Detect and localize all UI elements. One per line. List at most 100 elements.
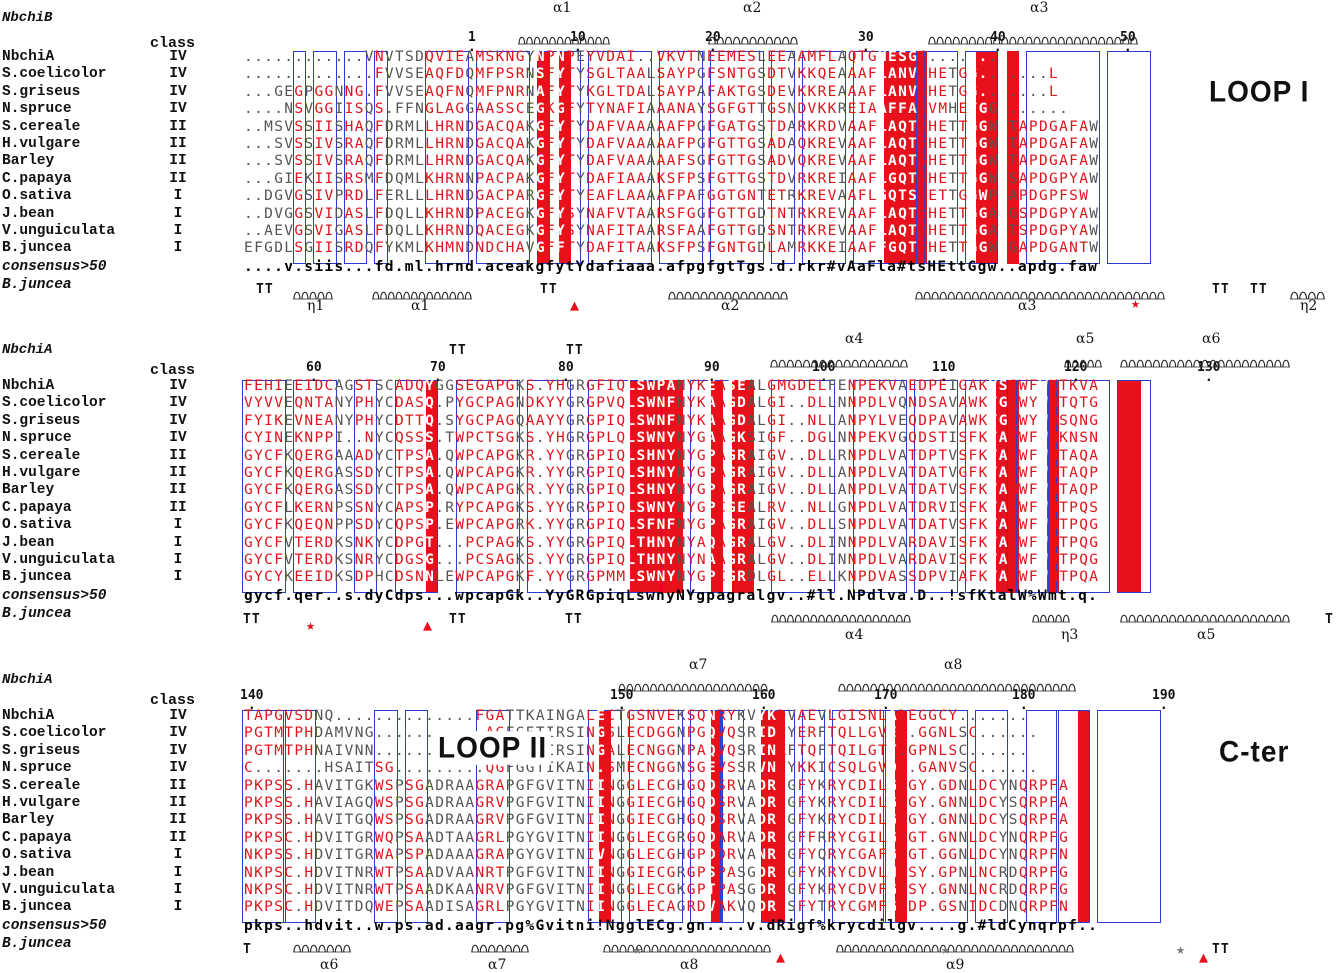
position-number: 180 — [1012, 688, 1035, 703]
sequence-row: GYCFKQERGASSDYCTPSA.QWPCAPGKR.YYGRGPIQLS… — [244, 465, 1100, 481]
sequence-row: ...SVSSIVSRAQFDRMLLHRNDGACQAKGFYTYDAFVAA… — [244, 153, 1100, 170]
similarity-box — [292, 51, 307, 264]
helix-top-label: α7 — [689, 657, 708, 673]
species-name: S.cereale — [2, 118, 81, 135]
species-name: NbchiA — [2, 49, 55, 65]
identity-column — [914, 51, 928, 264]
class-label: IV — [169, 412, 187, 429]
class-label: I — [173, 864, 183, 881]
turn-label: TT — [449, 612, 467, 627]
sequence-row: PGTMTPHDAMVNG...........AGFGETIRSINGSLEC… — [244, 725, 1039, 742]
species-name: S.coelicolor — [2, 395, 107, 412]
species-name: V.unguiculata — [2, 882, 116, 898]
sequence-row: VYVVEQNTANYPHYCDASQ.PYGCPAGNDKYYGRGPVQLS… — [244, 395, 1100, 412]
helix-bottom-label: η1 — [307, 298, 325, 314]
similarity-box — [832, 710, 887, 923]
similarity-box — [710, 51, 765, 264]
class-label: I — [173, 223, 183, 239]
sequence-row: GYCFKQERGAAADYCTPSA.QWPCAPGKR.YYGRGPIQLS… — [244, 447, 1100, 464]
species-name: S.coelicolor — [2, 725, 107, 742]
helix-top — [838, 682, 1076, 692]
species-name: S.cereale — [2, 777, 81, 794]
similarity-box — [343, 51, 368, 264]
helix-top-label: α4 — [845, 331, 864, 347]
sequence-row: PGTMTPHNAIVNN...........AGFGETIRSINGALEC… — [244, 742, 1029, 759]
species-name: S.cereale — [2, 447, 81, 464]
identity-column — [640, 380, 653, 593]
class-label: I — [173, 205, 183, 222]
species-name: S.griseus — [2, 83, 81, 100]
similarity-box — [242, 710, 286, 923]
sequence-row: GYCFKQERGASSDYCTPSA.QWPCAPGKR.YYGRGPIQLS… — [244, 482, 1100, 499]
similarity-box — [924, 51, 958, 264]
identity-column — [711, 380, 724, 593]
class-label: II — [169, 118, 187, 135]
star-marker: ★ — [941, 940, 951, 958]
identity-column — [1006, 51, 1019, 264]
helix-bottom — [771, 613, 911, 623]
turn-label: TT — [449, 343, 467, 358]
helix-bottom-label: α1 — [411, 298, 430, 314]
species-name: C.papaya — [2, 499, 72, 516]
class-label: II — [169, 465, 187, 481]
position-number: 110 — [932, 360, 955, 375]
identity-column — [894, 710, 907, 923]
species-name: O.sativa — [2, 188, 72, 205]
class-header: class — [150, 362, 196, 379]
helix-bottom — [293, 943, 351, 953]
similarity-box — [1025, 710, 1060, 923]
similarity-box — [1015, 380, 1050, 593]
turn-label: TT — [243, 612, 261, 627]
similarity-box — [771, 51, 795, 264]
helix-bottom — [1032, 613, 1070, 623]
helix-top — [708, 35, 798, 45]
helix-bottom — [372, 290, 472, 300]
species-name: Barley — [2, 153, 55, 170]
sequence-row: C.......HSAITSG.........QGFGGTIKAIN.SMEC… — [244, 760, 1039, 777]
similarity-box — [537, 51, 581, 264]
class-label: IV — [169, 725, 187, 742]
structure-label-nbchib: NbchiB — [2, 10, 53, 26]
helix-bottom — [1120, 613, 1290, 623]
sequence-row: NKPSC.HDVITNRWTPSAADVAANRTPGFGVITNIINGGI… — [244, 864, 1080, 881]
helix-bottom — [471, 943, 529, 953]
turn-label: TT — [566, 343, 584, 358]
sequence-row: GYCFVTERDKSNKYCDPGT...PCPAGKS.YYGRGPIQLT… — [244, 534, 1100, 551]
identity-column — [558, 51, 571, 264]
identity-column — [884, 51, 897, 264]
position-number: 80 — [558, 360, 574, 375]
similarity-box — [588, 380, 663, 593]
sequence-row: ...GIEKIISRSMFDQMLKHRNNPACPAKGFYTYDAFIAA… — [244, 170, 1100, 187]
turn-label: TT — [565, 612, 583, 627]
similarity-box — [394, 380, 439, 593]
helix-bottom-label: η3 — [1061, 627, 1079, 643]
species-name: J.bean — [2, 534, 55, 551]
sequence-row: PKPSS.HAVITGKWSPSGADRAAGRAPGFGVITNIINGGL… — [244, 777, 1080, 794]
class-label: I — [173, 188, 183, 205]
class-label: I — [173, 899, 183, 916]
similarity-box — [964, 380, 1009, 593]
consensus-row: ....v.siis...fd.ml.hrnd.aceakgfytYdafiaa… — [244, 258, 1099, 275]
helix-top — [928, 35, 1138, 45]
class-label: II — [169, 829, 187, 846]
structure-label-nbchia-bottom: NbchiA — [2, 672, 53, 688]
species-name: B.juncea — [2, 240, 72, 257]
position-number: 70 — [430, 360, 446, 375]
similarity-box — [588, 51, 653, 264]
class-label: IV — [169, 49, 187, 65]
triangle-marker: ▲ — [1199, 948, 1209, 966]
species-name: S.coelicolor — [2, 66, 107, 83]
similarity-box — [1097, 710, 1162, 923]
similarity-box — [476, 51, 531, 264]
consensus-label: consensus>50 — [2, 587, 107, 604]
helix-bottom-label: α9 — [946, 957, 965, 973]
helix-bottom-label: α7 — [488, 957, 507, 973]
class-label: IV — [169, 66, 187, 83]
turn-label: TT — [1250, 282, 1268, 297]
class-label: I — [173, 569, 183, 586]
position-number: 30 — [858, 30, 874, 45]
class-label: IV — [169, 378, 187, 394]
class-label: II — [169, 136, 187, 152]
species-name: Barley — [2, 812, 55, 829]
class-label: I — [173, 240, 183, 257]
